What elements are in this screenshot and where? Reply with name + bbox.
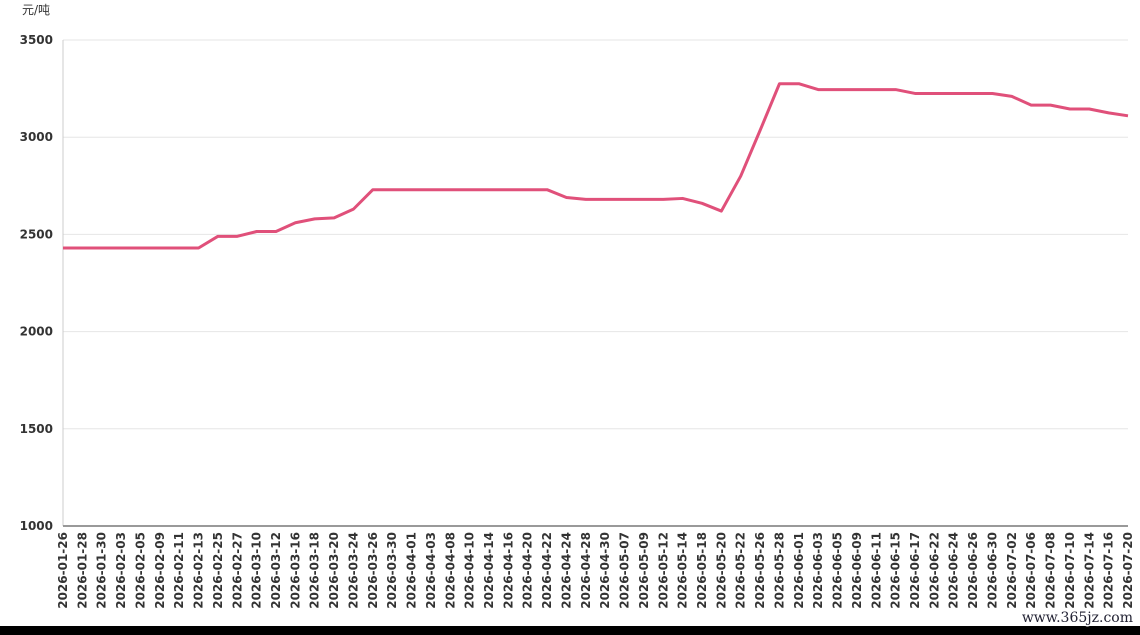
x-tick-label: 2026-03-30	[385, 532, 399, 609]
y-tick-label: 1500	[20, 422, 53, 436]
x-tick-label: 2026-05-12	[656, 532, 670, 609]
x-tick-label: 2026-02-11	[172, 532, 186, 609]
x-tick-label: 2026-07-08	[1044, 532, 1058, 609]
x-tick-label: 2026-01-28	[75, 532, 89, 609]
x-tick-label: 2026-02-09	[153, 532, 167, 609]
footer-bar	[0, 626, 1140, 635]
x-tick-label: 2026-01-26	[56, 532, 70, 609]
x-tick-label: 2026-07-02	[1005, 532, 1019, 609]
x-tick-label: 2026-05-07	[618, 532, 632, 609]
x-tick-label: 2026-06-03	[811, 532, 825, 609]
x-tick-label: 2026-02-13	[192, 532, 206, 609]
x-tick-label: 2026-06-17	[908, 532, 922, 609]
x-tick-label: 2026-03-16	[288, 532, 302, 609]
data-line	[63, 82, 1129, 250]
x-tick-label: 2026-04-22	[540, 532, 554, 609]
x-tick-label: 2026-04-24	[559, 532, 573, 609]
x-tick-label: 2026-06-01	[792, 532, 806, 609]
x-tick-label: 2026-07-10	[1063, 532, 1077, 609]
x-tick-label: 2026-04-10	[463, 532, 477, 609]
x-tick-label: 2026-04-30	[598, 532, 612, 609]
x-tick-label: 2026-04-28	[579, 532, 593, 609]
y-unit: 元/吨	[22, 3, 50, 17]
x-tick-label: 2026-03-24	[346, 532, 360, 609]
x-tick-label: 2026-04-14	[482, 532, 496, 609]
x-tick-label: 2026-02-05	[133, 532, 147, 609]
x-tick-label: 2026-05-09	[637, 532, 651, 609]
y-tick-label: 2000	[20, 325, 53, 339]
x-tick-label: 2026-04-20	[521, 532, 535, 609]
x-tick-label: 2026-07-06	[1024, 532, 1038, 609]
x-tick-label: 2026-05-14	[676, 532, 690, 609]
x-tick-label: 2026-03-26	[366, 532, 380, 609]
watermark: www.365jz.com	[1022, 610, 1133, 626]
x-tick-label: 2026-01-30	[95, 532, 109, 609]
x-tick-label: 2026-06-22	[927, 532, 941, 609]
x-tick-label: 2026-02-27	[230, 532, 244, 609]
x-tick-label: 2026-03-10	[250, 532, 264, 609]
x-tick-label: 2026-05-22	[734, 532, 748, 609]
y-tick-label: 2500	[20, 227, 53, 241]
x-tick-label: 2026-02-03	[114, 532, 128, 609]
x-tick-label: 2026-07-16	[1102, 532, 1116, 609]
x-tick-label: 2026-02-25	[211, 532, 225, 609]
y-tick-label: 3000	[20, 130, 53, 144]
x-tick-label: 2026-06-26	[966, 532, 980, 609]
x-tick-label: 2026-06-30	[985, 532, 999, 609]
x-tick-label: 2026-04-16	[501, 532, 515, 609]
x-tick-label: 2026-04-08	[443, 532, 457, 609]
x-tick-label: 2026-05-26	[753, 532, 767, 609]
x-tick-label: 2026-04-01	[405, 532, 419, 609]
x-tick-label: 2026-06-24	[947, 532, 961, 609]
x-tick-label: 2026-06-09	[850, 532, 864, 609]
x-tick-label: 2026-03-12	[269, 532, 283, 609]
y-tick-label: 1000	[20, 519, 53, 533]
x-tick-label: 2026-05-20	[714, 532, 728, 609]
x-tick-label: 2026-06-15	[889, 532, 903, 609]
x-tick-label: 2026-07-14	[1082, 532, 1096, 609]
x-tick-label: 2026-06-05	[831, 532, 845, 609]
x-tick-label: 2026-07-20	[1121, 532, 1135, 609]
x-tick-label: 2026-03-20	[327, 532, 341, 609]
x-tick-label: 2026-05-28	[772, 532, 786, 609]
y-tick-label: 3500	[20, 33, 53, 47]
x-tick-label: 2026-03-18	[308, 532, 322, 609]
x-tick-label: 2026-06-11	[869, 532, 883, 609]
x-tick-label: 2026-05-18	[695, 532, 709, 609]
x-tick-label: 2026-04-03	[424, 532, 438, 609]
